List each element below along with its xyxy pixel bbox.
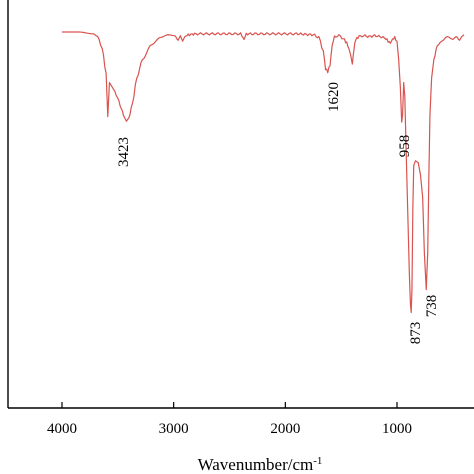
peak-label-873: 873 <box>408 322 424 345</box>
x-axis-title: Wavenumber/cm-1 <box>198 455 323 474</box>
peak-label-958: 958 <box>397 135 413 158</box>
x-axis-ticks: 4000 3000 2000 1000 <box>47 402 412 437</box>
peak-label-3423: 3423 <box>116 137 132 167</box>
series-layer <box>62 31 465 314</box>
x-tick-label: 3000 <box>159 421 189 437</box>
plot-frame <box>7 0 474 409</box>
x-tick-label: 1000 <box>382 421 412 437</box>
peak-label-1620: 1620 <box>326 82 342 112</box>
peak-label-738: 738 <box>424 295 440 318</box>
x-tick-label: 2000 <box>270 421 300 437</box>
spectrum-line <box>62 31 465 314</box>
x-tick-label: 4000 <box>47 421 77 437</box>
